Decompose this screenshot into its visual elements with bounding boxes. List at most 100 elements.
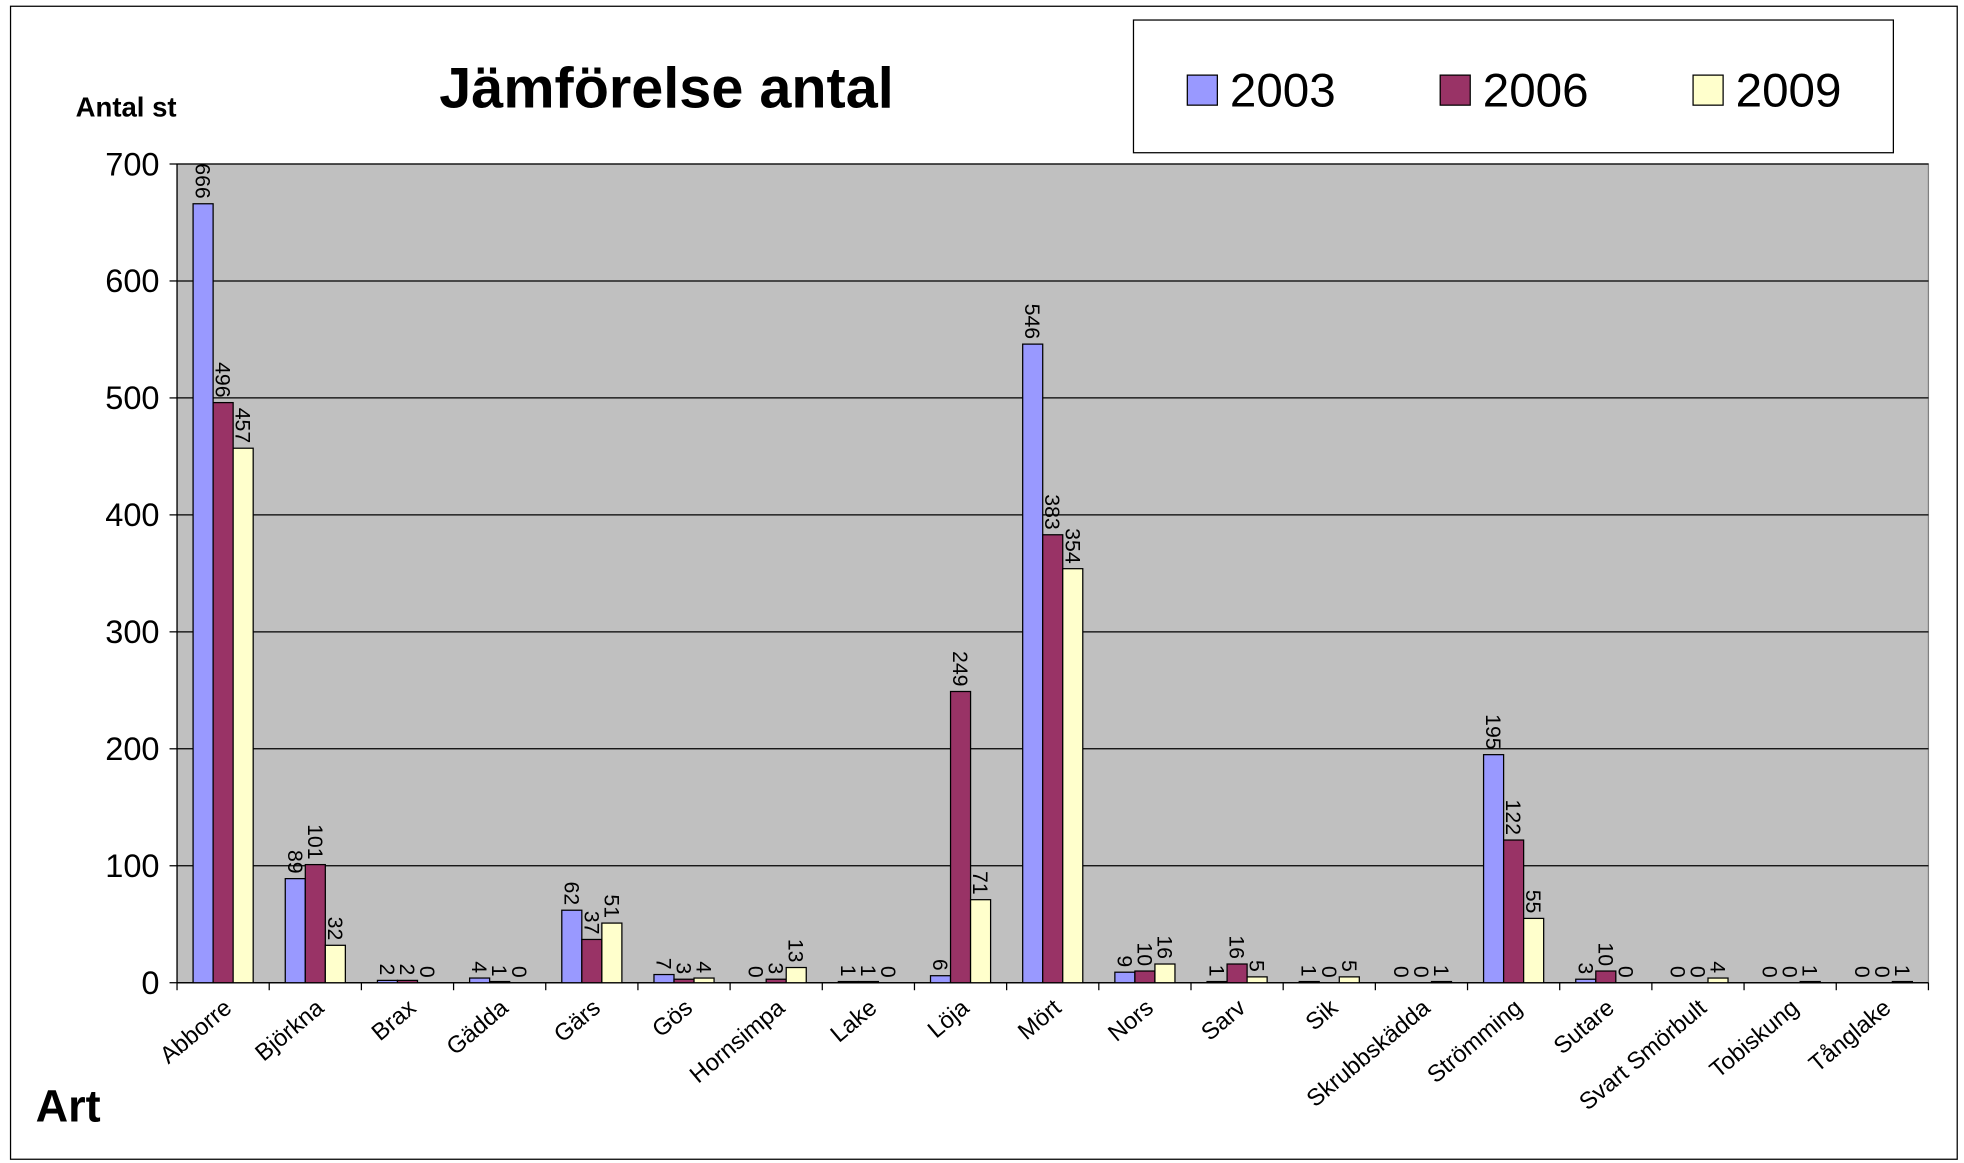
bar bbox=[324, 944, 346, 984]
bar bbox=[949, 690, 972, 984]
bar bbox=[489, 980, 511, 984]
data-label: 1 bbox=[836, 965, 860, 977]
bar bbox=[1707, 977, 1729, 984]
bar bbox=[693, 977, 715, 984]
bar bbox=[1482, 754, 1505, 984]
data-label: 7 bbox=[651, 958, 675, 970]
data-label: 195 bbox=[1481, 714, 1505, 749]
bar bbox=[969, 899, 992, 984]
bar bbox=[1206, 980, 1228, 984]
data-label: 0 bbox=[1758, 966, 1782, 978]
chart-title: Jämförelse antal bbox=[439, 57, 893, 121]
bar bbox=[1154, 963, 1176, 984]
x-axis-label: Art bbox=[36, 1081, 101, 1132]
data-label: 1 bbox=[1205, 965, 1229, 977]
data-label: 4 bbox=[1705, 961, 1729, 973]
data-label: 1 bbox=[1297, 965, 1321, 977]
legend-box bbox=[1132, 19, 1894, 154]
legend-label: 2003 bbox=[1230, 64, 1336, 117]
bar bbox=[581, 938, 603, 984]
data-label: 0 bbox=[1665, 966, 1689, 978]
bar bbox=[1022, 343, 1044, 984]
legend-label: 2009 bbox=[1736, 64, 1842, 117]
data-label: 13 bbox=[784, 939, 808, 963]
bar bbox=[785, 966, 807, 984]
data-label: 457 bbox=[231, 408, 255, 443]
bar bbox=[376, 979, 399, 984]
data-label: 37 bbox=[579, 911, 603, 935]
y-tick-label: 600 bbox=[105, 263, 159, 299]
data-label: 3 bbox=[1573, 962, 1597, 974]
y-tick-label: 100 bbox=[105, 848, 159, 884]
bar bbox=[1298, 980, 1320, 984]
bar bbox=[653, 973, 675, 984]
data-label: 0 bbox=[876, 966, 900, 978]
bar bbox=[1246, 976, 1268, 984]
data-label: 10 bbox=[1593, 942, 1617, 966]
data-label: 496 bbox=[211, 362, 235, 397]
data-label: 0 bbox=[1409, 966, 1433, 978]
data-label: 5 bbox=[1337, 960, 1361, 972]
data-label: 4 bbox=[692, 961, 716, 973]
bar bbox=[1042, 534, 1064, 984]
data-label: 1 bbox=[1890, 965, 1914, 977]
data-label: 3 bbox=[764, 962, 788, 974]
data-label: 383 bbox=[1040, 494, 1064, 529]
bar bbox=[1134, 970, 1156, 984]
data-label: 2 bbox=[395, 964, 419, 976]
data-label: 122 bbox=[1501, 800, 1525, 835]
data-label: 4 bbox=[467, 961, 491, 973]
data-label: 1 bbox=[856, 965, 880, 977]
data-label: 71 bbox=[968, 871, 992, 895]
data-label: 0 bbox=[1389, 966, 1413, 978]
data-label: 101 bbox=[303, 824, 327, 859]
legend-swatch bbox=[1186, 74, 1218, 106]
data-label: 0 bbox=[1613, 966, 1637, 978]
data-label: 16 bbox=[1225, 935, 1249, 959]
data-label: 10 bbox=[1132, 942, 1156, 966]
bar bbox=[1891, 980, 1914, 984]
y-tick-label: 0 bbox=[141, 965, 159, 1001]
bar bbox=[1575, 978, 1597, 984]
bar bbox=[304, 863, 326, 984]
legend-swatch bbox=[1439, 74, 1471, 106]
data-label: 89 bbox=[283, 850, 307, 874]
bar bbox=[673, 978, 695, 984]
bar bbox=[929, 975, 952, 984]
data-label: 0 bbox=[415, 966, 439, 978]
data-label: 546 bbox=[1020, 304, 1044, 339]
data-label: 3 bbox=[672, 962, 696, 974]
data-label: 1 bbox=[1798, 965, 1822, 977]
y-tick-label: 700 bbox=[105, 146, 159, 182]
bar bbox=[1595, 970, 1617, 984]
bar bbox=[468, 977, 491, 984]
data-label: 9 bbox=[1112, 955, 1136, 967]
bar bbox=[601, 922, 623, 984]
data-label: 1 bbox=[487, 965, 511, 977]
bar bbox=[284, 878, 306, 984]
data-label: 55 bbox=[1521, 890, 1545, 914]
bar bbox=[1114, 971, 1136, 984]
data-label: 0 bbox=[1870, 966, 1894, 978]
bar bbox=[765, 978, 787, 984]
data-label: 0 bbox=[1850, 966, 1874, 978]
data-label: 0 bbox=[1778, 966, 1802, 978]
data-label: 0 bbox=[744, 966, 768, 978]
data-label: 354 bbox=[1060, 528, 1084, 564]
data-label: 1 bbox=[1429, 965, 1453, 977]
y-tick-label: 300 bbox=[105, 614, 159, 650]
bar bbox=[1430, 980, 1453, 984]
bar bbox=[396, 979, 419, 984]
data-label: 6 bbox=[928, 959, 952, 971]
data-label: 51 bbox=[599, 894, 623, 918]
y-tick-label: 400 bbox=[105, 497, 159, 533]
data-label: 0 bbox=[507, 966, 531, 978]
data-label: 62 bbox=[559, 882, 583, 906]
y-tick-label: 200 bbox=[105, 731, 159, 767]
bar bbox=[1226, 963, 1248, 984]
bar bbox=[1338, 976, 1360, 984]
bar bbox=[1502, 839, 1525, 984]
bar bbox=[192, 203, 214, 984]
data-label: 32 bbox=[323, 917, 347, 941]
